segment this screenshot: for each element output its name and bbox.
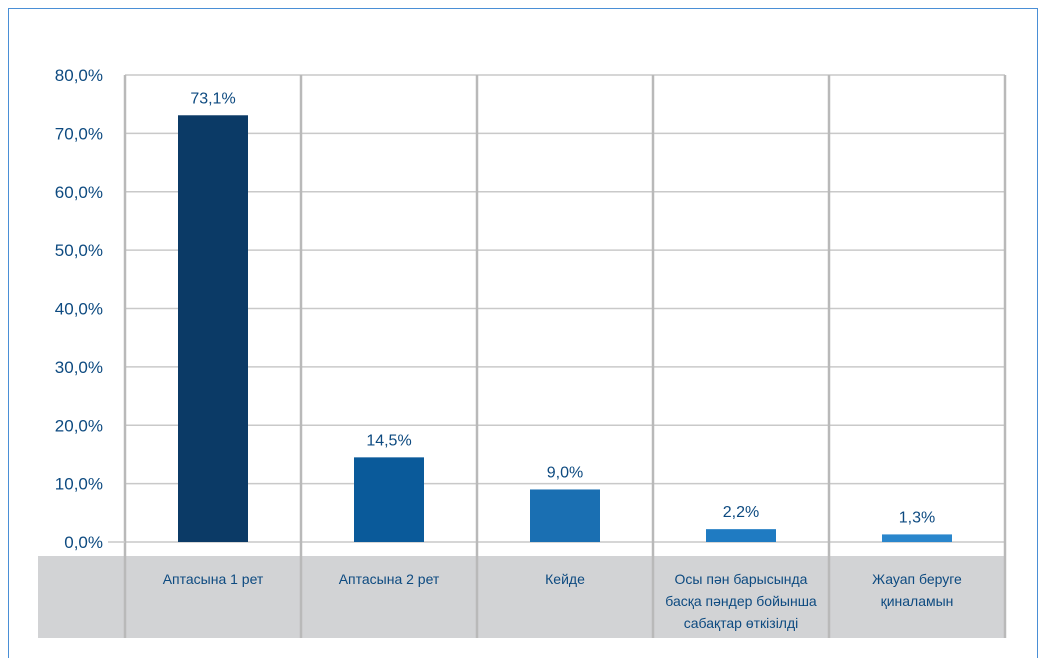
data-label: 14,5% xyxy=(366,432,411,449)
category-label: Кейде xyxy=(545,571,585,587)
y-tick-label: 30,0% xyxy=(55,358,103,377)
category-band xyxy=(38,556,1005,638)
y-tick-label: 0,0% xyxy=(64,533,103,552)
bar xyxy=(706,529,776,542)
category-label: басқа пәндер бойынша xyxy=(665,593,817,609)
chart-frame xyxy=(8,8,1038,658)
data-label: 1,3% xyxy=(899,509,935,526)
bar xyxy=(530,489,600,542)
data-label: 73,1% xyxy=(190,90,235,107)
category-label: Аптасына 1 рет xyxy=(163,571,264,587)
category-label: Аптасына 2 рет xyxy=(339,571,440,587)
category-label: Жауап беруге xyxy=(872,571,962,587)
y-tick-label: 70,0% xyxy=(55,124,103,143)
y-tick-label: 60,0% xyxy=(55,183,103,202)
bar xyxy=(354,457,424,542)
category-label: сабақтар өткізілді xyxy=(684,615,799,631)
data-label: 9,0% xyxy=(547,464,583,481)
y-tick-label: 20,0% xyxy=(55,416,103,435)
category-label: Осы пән барысында xyxy=(675,571,808,587)
y-tick-label: 80,0% xyxy=(55,66,103,85)
data-label: 2,2% xyxy=(723,504,759,521)
y-tick-label: 50,0% xyxy=(55,241,103,260)
bar xyxy=(882,534,952,542)
y-tick-label: 40,0% xyxy=(55,300,103,319)
y-tick-label: 10,0% xyxy=(55,475,103,494)
category-label: қиналамын xyxy=(881,593,954,609)
bar xyxy=(178,115,248,542)
